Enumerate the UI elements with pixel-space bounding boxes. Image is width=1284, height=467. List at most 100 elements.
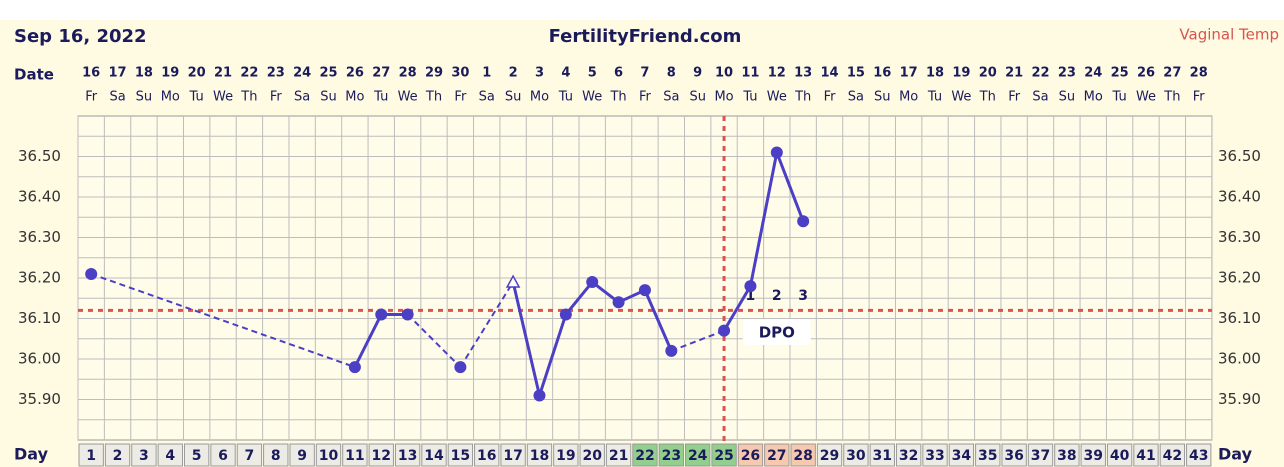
date-label: 26 <box>346 66 364 81</box>
date-label: 3 <box>535 66 544 81</box>
y-tick-label-right: 36.20 <box>1218 269 1261 287</box>
day-cell <box>210 443 236 467</box>
point <box>797 215 810 228</box>
date-label: 26 <box>1137 66 1155 81</box>
weekday-label: Fr <box>85 90 98 105</box>
day-cell <box>1186 443 1212 467</box>
day-number: 42 <box>1163 448 1182 464</box>
temp-line <box>459 281 514 368</box>
weekday-label: Fr <box>1008 90 1021 105</box>
date-label: 8 <box>667 66 676 81</box>
day-number: 26 <box>741 448 760 464</box>
weekday-label: Mo <box>899 90 918 105</box>
point <box>533 389 546 402</box>
day-cell <box>632 443 658 467</box>
day-cell <box>526 443 553 467</box>
day-label-right: Day <box>1218 445 1253 464</box>
date-label: 6 <box>614 66 623 81</box>
day-cell <box>1001 443 1027 467</box>
date-label: 18 <box>135 66 153 81</box>
weekday-label: Mo <box>345 90 364 105</box>
day-cell <box>157 443 183 467</box>
y-tick-label: 36.40 <box>18 188 61 206</box>
day-number: 32 <box>899 448 918 464</box>
point <box>454 361 467 374</box>
temp-line <box>722 285 752 332</box>
dpo-number: 3 <box>798 288 808 304</box>
day-number: 15 <box>451 448 470 464</box>
date-label: 30 <box>451 66 469 81</box>
weekday-label: Sa <box>1032 90 1048 105</box>
day-number: 30 <box>846 448 866 464</box>
day-cell <box>289 443 315 467</box>
day-number: 36 <box>1004 448 1023 464</box>
day-cell <box>78 443 104 467</box>
point <box>401 308 414 321</box>
date-label: 24 <box>1084 66 1102 81</box>
date-label: 4 <box>561 66 570 81</box>
annotation: Vaginal Temp <box>1179 26 1279 44</box>
temp-line <box>511 281 541 396</box>
weekday-label: Mo <box>530 90 549 105</box>
weekday-label: Su <box>689 90 706 105</box>
day-number: 11 <box>345 448 364 464</box>
temp-line <box>353 313 383 368</box>
weekday-label: Tu <box>189 90 204 105</box>
point <box>665 344 678 357</box>
day-cell <box>421 443 447 467</box>
date-label: 1 <box>482 66 491 81</box>
temp-line <box>564 281 594 316</box>
weekday-label: Tu <box>373 90 388 105</box>
weekday-label: We <box>398 90 418 105</box>
day-number: 22 <box>635 448 654 464</box>
day-number: 4 <box>165 448 175 464</box>
day-number: 18 <box>530 448 549 464</box>
day-number: 13 <box>398 448 417 464</box>
day-number: 28 <box>793 448 812 464</box>
point <box>638 284 651 297</box>
day-number: 29 <box>820 448 839 464</box>
day-cell <box>685 443 711 467</box>
day-cell <box>236 443 263 467</box>
weekday-label: Fr <box>454 90 467 105</box>
point <box>85 267 98 280</box>
day-number: 33 <box>925 448 944 464</box>
y-tick-label: 36.20 <box>18 269 61 287</box>
date-label: 25 <box>319 66 337 81</box>
point <box>586 276 599 289</box>
date-label: 10 <box>715 66 733 81</box>
date-label: 19 <box>952 66 970 81</box>
date-label: 13 <box>794 66 812 81</box>
dpo-number: 2 <box>772 288 782 304</box>
weekday-label: Tu <box>1112 90 1127 105</box>
chart-subtitle: Sep 16, 2022 <box>14 26 147 47</box>
weekday-label: Tu <box>742 90 757 105</box>
date-label: 28 <box>1190 66 1208 81</box>
day-number: 1 <box>86 448 96 464</box>
point <box>770 146 783 159</box>
date-label: 15 <box>847 66 865 81</box>
day-number: 37 <box>1031 448 1050 464</box>
day-cell <box>790 443 816 467</box>
weekday-label: Su <box>136 90 153 105</box>
day-cell <box>737 443 764 467</box>
y-tick-label-right: 36.00 <box>1218 350 1261 368</box>
dpo-box <box>742 319 811 345</box>
day-number: 39 <box>1084 448 1103 464</box>
day-number: 40 <box>1110 448 1130 464</box>
date-label: 18 <box>926 66 944 81</box>
date-label: 20 <box>979 66 997 81</box>
temp-line <box>643 289 673 352</box>
day-number: 31 <box>873 448 892 464</box>
date-label: 17 <box>900 66 918 81</box>
day-number: 41 <box>1136 448 1155 464</box>
day-number: 14 <box>424 448 444 464</box>
day-cell <box>131 443 157 467</box>
point <box>744 280 757 293</box>
day-cell <box>1054 443 1080 467</box>
date-label: 29 <box>425 66 443 81</box>
date-label: 22 <box>240 66 258 81</box>
weekday-label: Sa <box>109 90 125 105</box>
day-cell <box>1106 443 1133 467</box>
